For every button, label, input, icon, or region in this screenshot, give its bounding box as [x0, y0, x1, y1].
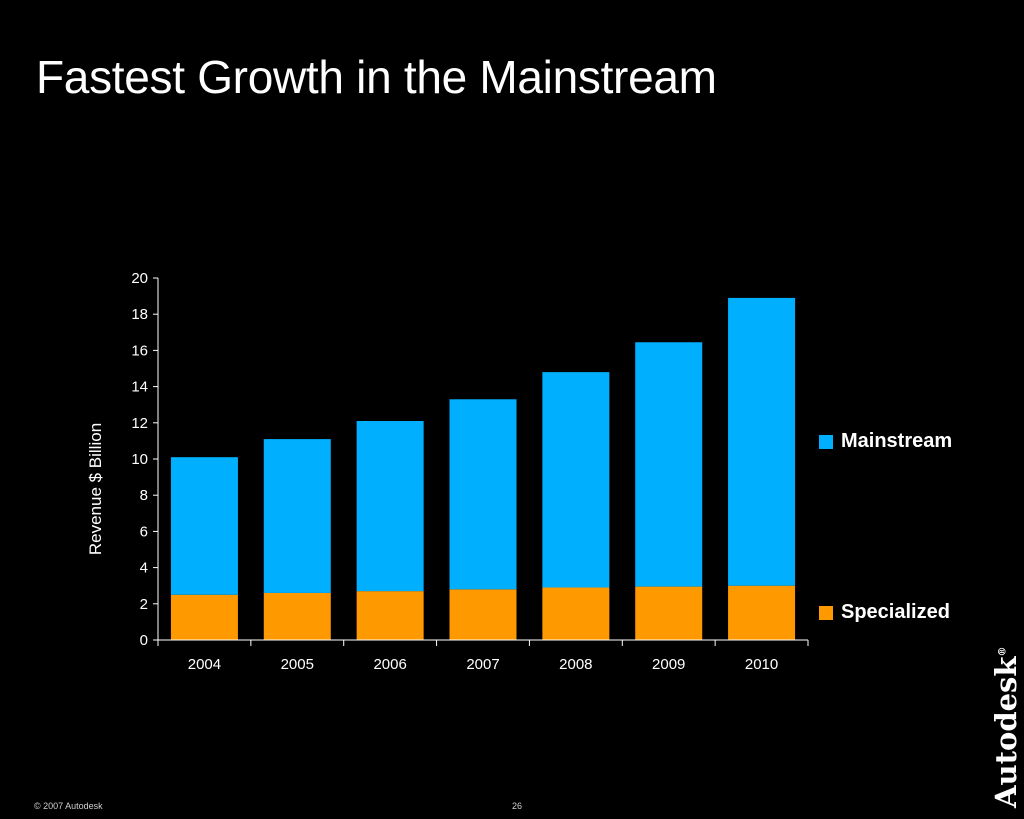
bar-specialized-2005 [263, 592, 331, 640]
y-tick-label: 6 [140, 523, 148, 540]
bar-mainstream-2007 [449, 399, 517, 590]
bar-specialized-2010 [728, 585, 796, 640]
x-tick-label: 2005 [281, 656, 314, 673]
legend-swatch-specialized [819, 605, 833, 620]
legend-item-specialized: Specialized [819, 601, 950, 624]
x-tick-label: 2009 [652, 656, 685, 673]
footer-copyright: © 2007 Autodesk [34, 801, 103, 811]
y-tick-label: 16 [131, 342, 148, 359]
y-tick-label: 20 [131, 270, 148, 287]
legend-label-mainstream: Mainstream [841, 430, 953, 452]
y-tick-label: 4 [140, 560, 148, 577]
bar-specialized-2007 [449, 589, 517, 640]
y-tick-label: 12 [131, 415, 148, 432]
page-number: 26 [512, 801, 523, 811]
bar-specialized-2008 [542, 587, 610, 640]
x-tick-label: 2010 [745, 656, 778, 673]
y-tick-label: 14 [131, 379, 148, 396]
y-tick-label: 18 [131, 306, 148, 323]
y-tick-label: 2 [140, 596, 148, 613]
slide-title: Fastest Growth in the Mainstream [36, 51, 717, 103]
y-axis-title: Revenue $ Billion [86, 423, 105, 555]
bar-mainstream-2009 [635, 342, 703, 587]
legend-label-specialized: Specialized [841, 601, 950, 623]
bars-group [170, 297, 796, 640]
bar-mainstream-2010 [728, 297, 796, 586]
x-tick-label: 2008 [559, 656, 592, 673]
bar-mainstream-2004 [170, 457, 238, 595]
bar-specialized-2009 [635, 586, 703, 640]
bar-mainstream-2008 [542, 372, 610, 588]
bar-specialized-2004 [170, 594, 238, 640]
autodesk-logo: Autodesk® [989, 646, 1023, 808]
legend-item-mainstream: Mainstream [819, 430, 952, 453]
bar-mainstream-2005 [263, 439, 331, 593]
y-tick-label: 0 [140, 632, 148, 649]
bar-mainstream-2006 [356, 420, 424, 592]
x-tick-label: 2004 [188, 656, 221, 673]
x-tick-label: 2007 [466, 656, 499, 673]
axes-group: 2004 2005 2006 2007 2008 2009 2010 0 2 4 6 8 10 12 14 1… [131, 270, 809, 673]
logo-wordmark: Autodesk [989, 656, 1023, 808]
x-tick-label: 2006 [373, 656, 406, 673]
logo-registered-mark: ® [997, 646, 1009, 657]
y-tick-label: 8 [140, 487, 148, 504]
legend-swatch-mainstream [819, 434, 833, 449]
bar-specialized-2006 [356, 591, 424, 640]
y-tick-label: 10 [131, 451, 148, 468]
